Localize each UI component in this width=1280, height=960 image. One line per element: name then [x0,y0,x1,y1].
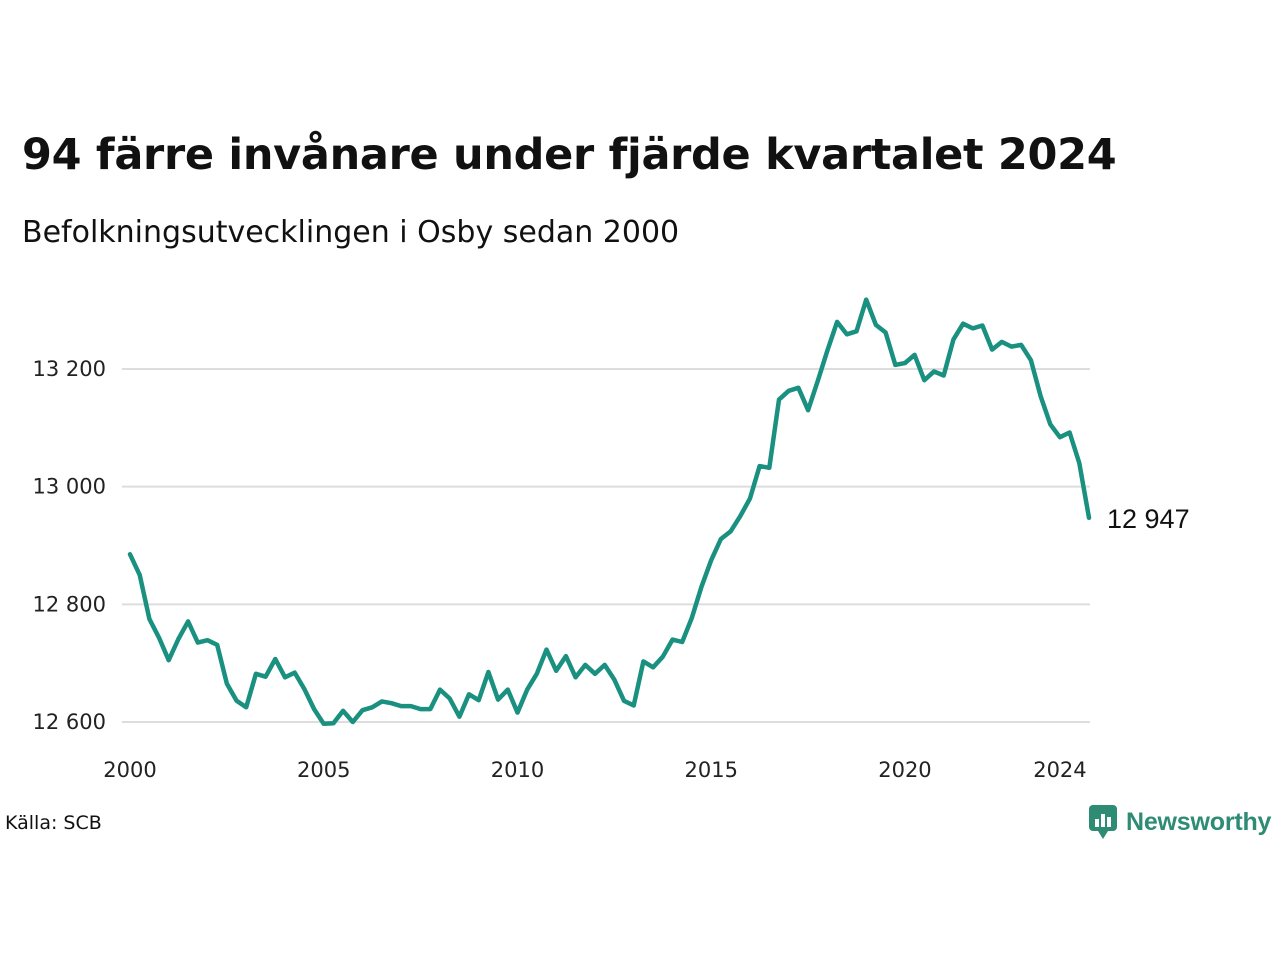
chart-title: 94 färre invånare under fjärde kvartalet… [22,130,1117,180]
x-tick-label: 2005 [297,758,350,782]
population-line [127,297,1092,727]
chart-subtitle: Befolkningsutvecklingen i Osby sedan 200… [22,215,680,250]
y-axis-tick-labels: 12 600 12 800 13 000 13 200 [33,357,106,734]
end-label-layer: 12 947 [1107,504,1190,534]
x-tick-label: 2020 [878,758,931,782]
x-tick-label: 2024 [1033,758,1086,782]
x-tick-label: 2015 [684,758,737,782]
y-tick-label: 13 000 [33,475,106,499]
end-value-label: 12 947 [1107,504,1190,534]
y-tick-label: 12 600 [33,710,106,734]
series-layer [127,297,1092,727]
bar-chart-speech-bubble-icon [1089,805,1117,839]
brand-name: Newsworthy [1126,807,1272,836]
y-tick-label: 12 800 [33,592,106,616]
source-note: Källa: SCB [5,812,102,834]
y-tick-label: 13 200 [33,357,106,381]
x-tick-label: 2000 [103,758,156,782]
x-tick-label: 2010 [491,758,544,782]
brand-logo: Newsworthy [1088,804,1271,840]
gridlines [122,368,1090,723]
x-axis-tick-labels: 2000 2005 2010 2015 2020 2024 [103,758,1086,782]
